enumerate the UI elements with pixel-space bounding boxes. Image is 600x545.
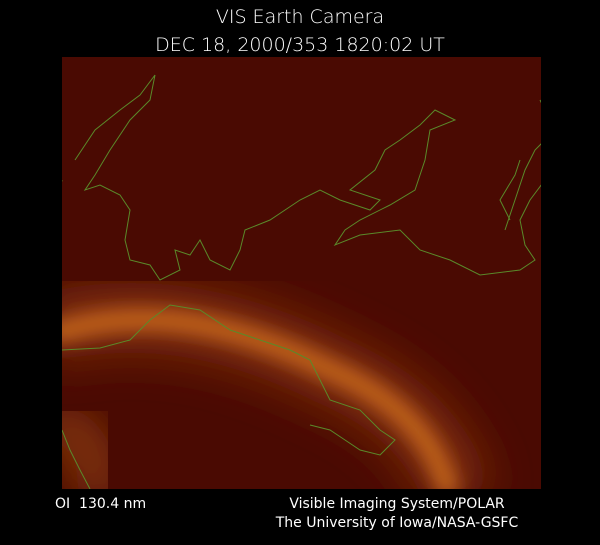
filter-label: OI 130.4 nm — [55, 496, 146, 512]
aurora-patch — [62, 406, 117, 489]
subtitle: DEC 18, 2000/353 1820:02 UT — [155, 34, 445, 56]
instrument-label: Visible Imaging System/POLAR — [289, 496, 505, 512]
aurora-oval — [62, 308, 460, 489]
image-field — [62, 57, 541, 489]
coastline — [74, 74, 541, 281]
coastline — [62, 429, 91, 489]
institution-label: The University of Iowa/NASA-GSFC — [275, 515, 519, 531]
coastline — [62, 304, 396, 456]
title: VIS Earth Camera — [216, 6, 384, 28]
coastline — [62, 99, 541, 231]
earth-image — [62, 57, 541, 489]
